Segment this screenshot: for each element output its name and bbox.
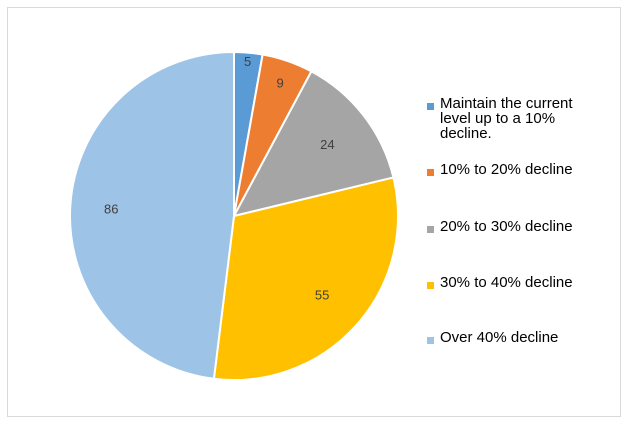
legend-label-0-line-2: decline. bbox=[440, 125, 492, 142]
legend-swatch-1 bbox=[427, 169, 434, 176]
legend-label-4-line-0: Over 40% decline bbox=[440, 329, 558, 346]
data-labels: 5 9 24 55 86 bbox=[104, 54, 335, 303]
data-label-2: 24 bbox=[320, 137, 334, 152]
legend-swatch-2 bbox=[427, 226, 434, 233]
pie-slices bbox=[69, 50, 399, 381]
pie-slice-3 bbox=[212, 176, 399, 381]
data-label-4: 86 bbox=[104, 201, 118, 216]
legend-label-0-line-1: level up to a 10% bbox=[440, 110, 555, 127]
legend-swatch-4 bbox=[427, 337, 434, 344]
legend-label-1-line-0: 10% to 20% decline bbox=[440, 161, 573, 178]
legend-label-2-line-0: 20% to 30% decline bbox=[440, 218, 573, 235]
legend-item-1: 10% to 20% decline bbox=[427, 161, 573, 178]
pie-slice-4 bbox=[69, 50, 235, 380]
legend-item-3: 30% to 40% decline bbox=[427, 274, 573, 291]
data-label-1: 9 bbox=[277, 76, 284, 91]
legend-label-3-line-0: 30% to 40% decline bbox=[440, 274, 573, 291]
data-label-3: 55 bbox=[315, 288, 329, 303]
legend-label-0-line-0: Maintain the current bbox=[440, 95, 573, 112]
data-label-0: 5 bbox=[244, 54, 251, 69]
pie-slice-2 bbox=[232, 70, 395, 218]
legend-item-2: 20% to 30% decline bbox=[427, 218, 573, 235]
legend-swatch-3 bbox=[427, 282, 434, 289]
legend-swatch-0 bbox=[427, 103, 434, 110]
legend-item-4: Over 40% decline bbox=[427, 329, 558, 346]
